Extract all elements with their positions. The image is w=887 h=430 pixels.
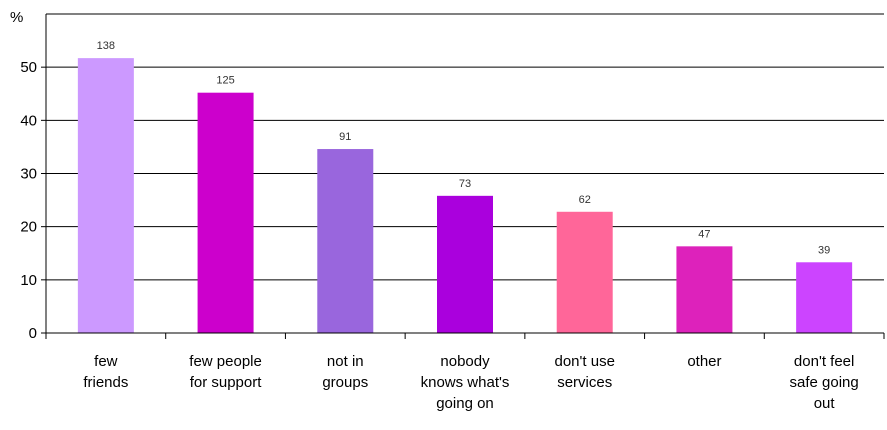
- y-axis-label: %: [10, 9, 23, 26]
- category-label-1: few people for support: [189, 353, 262, 391]
- category-label-5: other: [687, 353, 721, 370]
- bar-6: [796, 262, 853, 333]
- category-label-6-line-2: out: [814, 395, 836, 412]
- y-tick-label-30: 30: [20, 166, 37, 183]
- y-tick-label-40: 40: [20, 112, 37, 129]
- data-label-3: 73: [459, 178, 471, 190]
- category-label-3-line-1: knows what's: [421, 374, 510, 391]
- bar-4: [556, 211, 613, 333]
- bars: [77, 58, 853, 334]
- y-tick-label-0: 0: [29, 325, 37, 342]
- category-labels: few friends few people for support not in gro…: [83, 353, 858, 412]
- bar-0: [77, 58, 134, 334]
- data-label-6: 39: [818, 244, 830, 256]
- y-tick-label-50: 50: [20, 59, 37, 76]
- data-label-1: 125: [216, 75, 234, 87]
- data-label-2: 91: [339, 131, 351, 143]
- bar-2: [317, 149, 374, 333]
- data-label-5: 47: [698, 228, 710, 240]
- category-label-0-line-1: friends: [83, 374, 128, 391]
- y-tick-label-20: 20: [20, 219, 37, 236]
- bar-5: [676, 246, 733, 333]
- category-label-3: nobody knows what's going on: [421, 353, 510, 412]
- axes: [41, 14, 885, 339]
- category-label-2: not in groups: [322, 353, 368, 391]
- category-label-0: few friends: [83, 353, 128, 391]
- category-label-1-line-1: for support: [190, 374, 263, 391]
- data-labels: 138 125 91 73 62 47 39: [97, 40, 831, 256]
- category-label-4-line-0: don't use: [555, 353, 615, 370]
- category-label-6: don't feel safe going out: [790, 353, 859, 412]
- data-label-4: 62: [579, 194, 591, 206]
- category-label-6-line-1: safe going: [790, 374, 859, 391]
- y-tick-label-10: 10: [20, 272, 37, 289]
- data-label-0: 138: [97, 40, 115, 52]
- category-label-1-line-0: few people: [189, 353, 262, 370]
- category-label-4: don't use services: [555, 353, 615, 391]
- category-label-4-line-1: services: [557, 374, 612, 391]
- category-label-3-line-2: going on: [436, 395, 494, 412]
- bar-3: [437, 195, 493, 333]
- category-label-2-line-0: not in: [327, 353, 364, 370]
- bar-1: [197, 92, 254, 333]
- category-label-3-line-0: nobody: [440, 353, 490, 370]
- category-label-6-line-0: don't feel: [794, 353, 854, 370]
- y-tick-labels: 0 10 20 30 40 50: [20, 59, 37, 342]
- category-label-0-line-0: few: [94, 353, 118, 370]
- category-label-5-line-0: other: [687, 353, 721, 370]
- category-label-2-line-1: groups: [322, 374, 368, 391]
